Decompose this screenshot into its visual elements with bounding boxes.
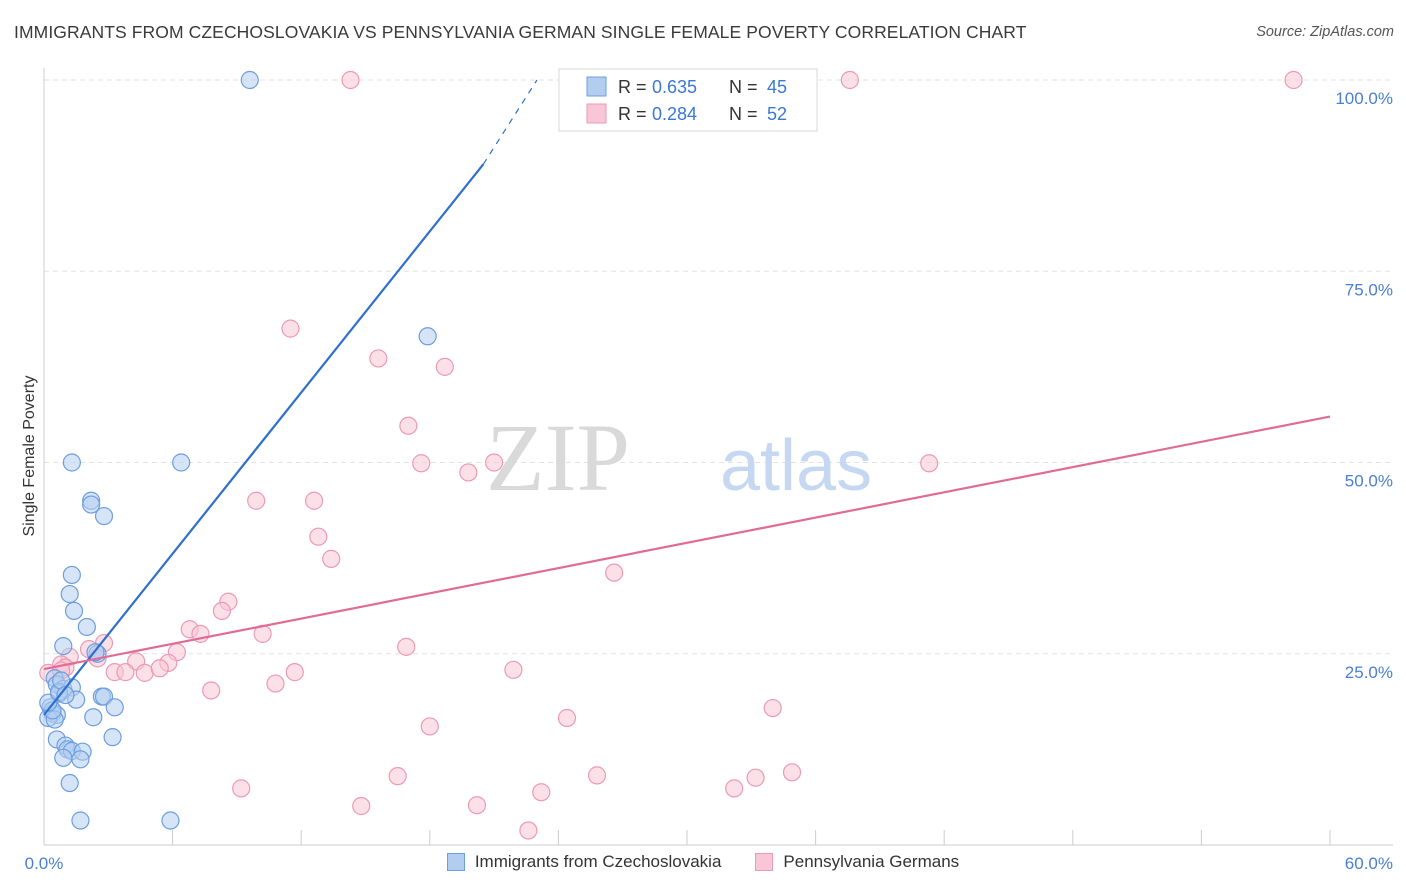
blue-trend-extension — [482, 79, 538, 165]
pink-data-point — [840, 70, 859, 90]
legend-r-label-blue: R = — [618, 77, 647, 97]
legend-swatch-blue — [586, 76, 607, 97]
blue-trend-line — [43, 163, 485, 716]
pink-data-point — [135, 663, 154, 682]
legend-n-value-pink: 52 — [767, 104, 787, 124]
watermark-atlas: atlas — [720, 426, 872, 506]
pink-data-point — [557, 708, 577, 728]
legend-n-value-blue: 45 — [767, 77, 787, 97]
pink-data-point — [782, 763, 802, 782]
legend-r-value-blue: 0.635 — [652, 77, 697, 97]
pink-data-point — [150, 659, 169, 678]
pink-series-points — [39, 70, 1303, 840]
pink-data-point — [388, 767, 407, 786]
pink-data-point — [341, 70, 360, 90]
pink-data-point — [420, 717, 439, 736]
legend-n-label-pink: N = — [729, 104, 758, 124]
bottom-legend-item-blue[interactable]: Immigrants from Czechoslovakia — [446, 852, 722, 872]
pink-data-point — [322, 549, 341, 568]
legend-box: R = 0.635 N = 45 R = 0.284 N = 52 — [558, 68, 818, 132]
bottom-legend-swatch-pink — [755, 853, 774, 871]
watermark: ZIP atlas — [486, 404, 872, 511]
bottom-legend: Immigrants from Czechoslovakia Pennsylva… — [0, 852, 1406, 872]
pink-data-point — [920, 454, 939, 473]
blue-data-point — [71, 750, 90, 769]
pink-data-point — [459, 463, 478, 482]
x-tick-label: 60.0% — [1345, 854, 1393, 873]
bottom-legend-label-pink: Pennsylvania Germans — [783, 852, 960, 871]
x-tick-label: 0.0% — [25, 854, 64, 873]
pink-data-point — [285, 663, 304, 682]
pink-data-point — [369, 349, 388, 368]
y-tick-label: 50.0% — [1345, 472, 1393, 491]
blue-data-point — [71, 811, 90, 830]
axes — [43, 68, 1393, 846]
pink-data-point — [485, 453, 504, 472]
pink-data-point — [212, 601, 231, 621]
blue-data-point — [62, 565, 81, 585]
pink-data-point — [435, 357, 454, 376]
y-axis-label: Single Female Poverty — [21, 376, 38, 537]
blue-data-point — [161, 811, 180, 830]
watermark-zip: ZIP — [486, 404, 630, 511]
y-tick-label: 25.0% — [1345, 663, 1393, 682]
pink-data-point — [202, 681, 221, 700]
pink-data-point — [763, 698, 782, 718]
blue-data-point — [60, 584, 79, 604]
legend-swatch-pink — [586, 103, 607, 124]
blue-data-point — [77, 617, 96, 637]
pink-data-point — [304, 491, 324, 510]
blue-data-point — [94, 687, 114, 706]
blue-data-point — [64, 601, 84, 621]
pink-data-point — [281, 319, 300, 338]
pink-data-point — [605, 563, 624, 582]
y-tick-label: 100.0% — [1335, 89, 1393, 108]
grid-lines — [44, 79, 1393, 655]
blue-data-point — [418, 327, 437, 346]
blue-data-point — [105, 698, 124, 717]
pink-data-point — [247, 491, 266, 510]
x-tick-labels: 0.0% 60.0% — [25, 854, 1393, 873]
pink-data-point — [309, 527, 328, 546]
pink-data-point — [1284, 70, 1303, 90]
trend-lines — [43, 79, 1331, 716]
pink-data-point — [397, 637, 416, 656]
pink-data-point — [399, 416, 418, 435]
blue-data-point — [103, 728, 122, 747]
blue-data-point — [172, 453, 191, 472]
blue-data-point — [240, 70, 259, 90]
y-tick-label: 75.0% — [1345, 280, 1393, 299]
blue-data-point — [54, 636, 73, 656]
legend-r-value-pink: 0.284 — [652, 104, 697, 124]
legend-r-label-pink: R = — [618, 104, 647, 124]
bottom-legend-swatch-blue — [446, 853, 465, 871]
pink-data-point — [467, 796, 487, 815]
chart-title: IMMIGRANTS FROM CZECHOSLOVAKIA VS PENNSY… — [14, 22, 1027, 42]
pink-data-point — [725, 779, 744, 798]
pink-data-point — [232, 779, 251, 798]
bottom-legend-item-pink[interactable]: Pennsylvania Germans — [755, 852, 959, 872]
pink-data-point — [266, 674, 285, 693]
pink-data-point — [519, 821, 538, 840]
pink-trend-line — [43, 415, 1331, 671]
blue-series-points — [39, 70, 437, 830]
y-tick-labels: 25.0% 50.0% 75.0% 100.0% — [1335, 89, 1393, 682]
blue-data-point — [62, 453, 81, 472]
blue-data-point — [82, 495, 101, 514]
pink-data-point — [504, 660, 523, 679]
bottom-legend-label-blue: Immigrants from Czechoslovakia — [474, 852, 722, 871]
pink-data-point — [587, 766, 607, 785]
blue-data-point — [84, 708, 103, 727]
legend-n-label-blue: N = — [729, 77, 758, 97]
source-label: Source: ZipAtlas.com — [1256, 24, 1394, 40]
pink-data-point — [532, 783, 551, 802]
pink-data-point — [412, 454, 431, 473]
pink-data-point — [746, 768, 765, 787]
blue-data-point — [60, 773, 79, 793]
blue-data-point — [54, 748, 73, 767]
pink-data-point — [116, 663, 135, 682]
pink-data-point — [352, 796, 371, 816]
blue-data-point — [94, 506, 114, 526]
